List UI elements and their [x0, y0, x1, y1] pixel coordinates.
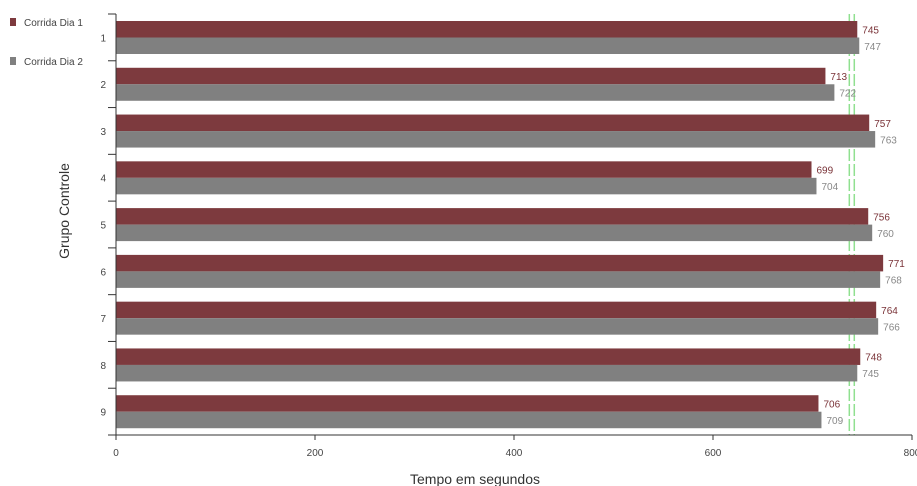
x-tick-label-600: 600	[705, 448, 722, 459]
data-label-dia2-group-6: 768	[885, 276, 902, 287]
x-tick-label-400: 400	[506, 448, 523, 459]
x-tick-label-800: 800	[904, 448, 917, 459]
bar-dia1-group-3	[116, 114, 870, 132]
data-label-dia2-group-5: 760	[877, 229, 894, 240]
y-axis-title: Grupo Controle	[56, 163, 72, 259]
y-tick-label-1: 1	[100, 33, 106, 44]
bar-dia2-group-9	[116, 411, 822, 429]
x-tick-label-0: 0	[113, 448, 119, 459]
data-label-dia2-group-4: 704	[821, 182, 838, 193]
data-label-dia1-group-9: 706	[823, 399, 840, 410]
data-label-dia1-group-3: 757	[874, 119, 891, 130]
bar-dia2-group-2	[116, 84, 835, 101]
data-label-dia2-group-2: 722	[839, 89, 856, 100]
legend-swatch-corrida-dia-2	[10, 57, 16, 65]
bar-dia1-group-5	[116, 208, 869, 225]
data-label-dia1-group-2: 713	[830, 72, 847, 83]
legend: Corrida Dia 1 Corrida Dia 2	[10, 18, 83, 68]
y-tick-label-3: 3	[100, 127, 106, 138]
x-axis-ticks: 0 200 400 600 800	[113, 435, 917, 459]
data-label-dia1-group-4: 699	[817, 166, 834, 177]
data-label-dia1-group-8: 748	[865, 353, 882, 364]
bar-dia2-group-3	[116, 131, 876, 148]
bar-dia1-group-6	[116, 254, 884, 272]
bar-dia1-group-8	[116, 348, 861, 365]
data-label-dia1-group-7: 764	[881, 306, 898, 317]
bar-dia1-group-9	[116, 395, 819, 412]
bar-dia2-group-6	[116, 271, 881, 288]
bars	[116, 21, 884, 429]
y-tick-label-7: 7	[100, 314, 106, 325]
y-tick-label-2: 2	[100, 80, 106, 91]
bar-dia1-group-1	[116, 21, 858, 38]
y-tick-label-8: 8	[100, 361, 106, 372]
data-labels: 745 747 713 722 757 763 699 704 756 760 771 768 764 7…	[817, 25, 906, 427]
data-label-dia2-group-1: 747	[864, 42, 881, 53]
legend-swatch-corrida-dia-1	[10, 18, 16, 26]
data-label-dia2-group-3: 763	[880, 135, 897, 146]
bar-dia2-group-5	[116, 224, 873, 242]
x-axis-title: Tempo em segundos	[410, 471, 540, 486]
bar-dia2-group-8	[116, 364, 858, 382]
y-tick-label-5: 5	[100, 221, 106, 232]
bar-dia1-group-2	[116, 67, 826, 85]
bar-dia2-group-7	[116, 318, 879, 335]
data-label-dia2-group-7: 766	[883, 322, 900, 333]
bar-dia1-group-4	[116, 161, 812, 178]
bar-dia2-group-1	[116, 37, 860, 54]
data-label-dia2-group-9: 709	[826, 416, 843, 427]
x-tick-label-200: 200	[307, 448, 324, 459]
y-tick-label-9: 9	[100, 408, 106, 419]
y-tick-label-4: 4	[100, 174, 106, 185]
legend-label-corrida-dia-2: Corrida Dia 2	[24, 57, 83, 68]
data-label-dia1-group-5: 756	[873, 212, 890, 223]
bar-dia2-group-4	[116, 177, 817, 195]
data-label-dia1-group-1: 745	[862, 25, 879, 36]
y-axis-ticks: 1 2 3 4 5 6 7 8 9	[100, 13, 116, 436]
data-label-dia1-group-6: 771	[888, 259, 905, 270]
data-label-dia2-group-8: 745	[862, 369, 879, 380]
y-tick-label-6: 6	[100, 267, 106, 278]
bar-dia1-group-7	[116, 301, 877, 319]
legend-label-corrida-dia-1: Corrida Dia 1	[24, 18, 83, 29]
